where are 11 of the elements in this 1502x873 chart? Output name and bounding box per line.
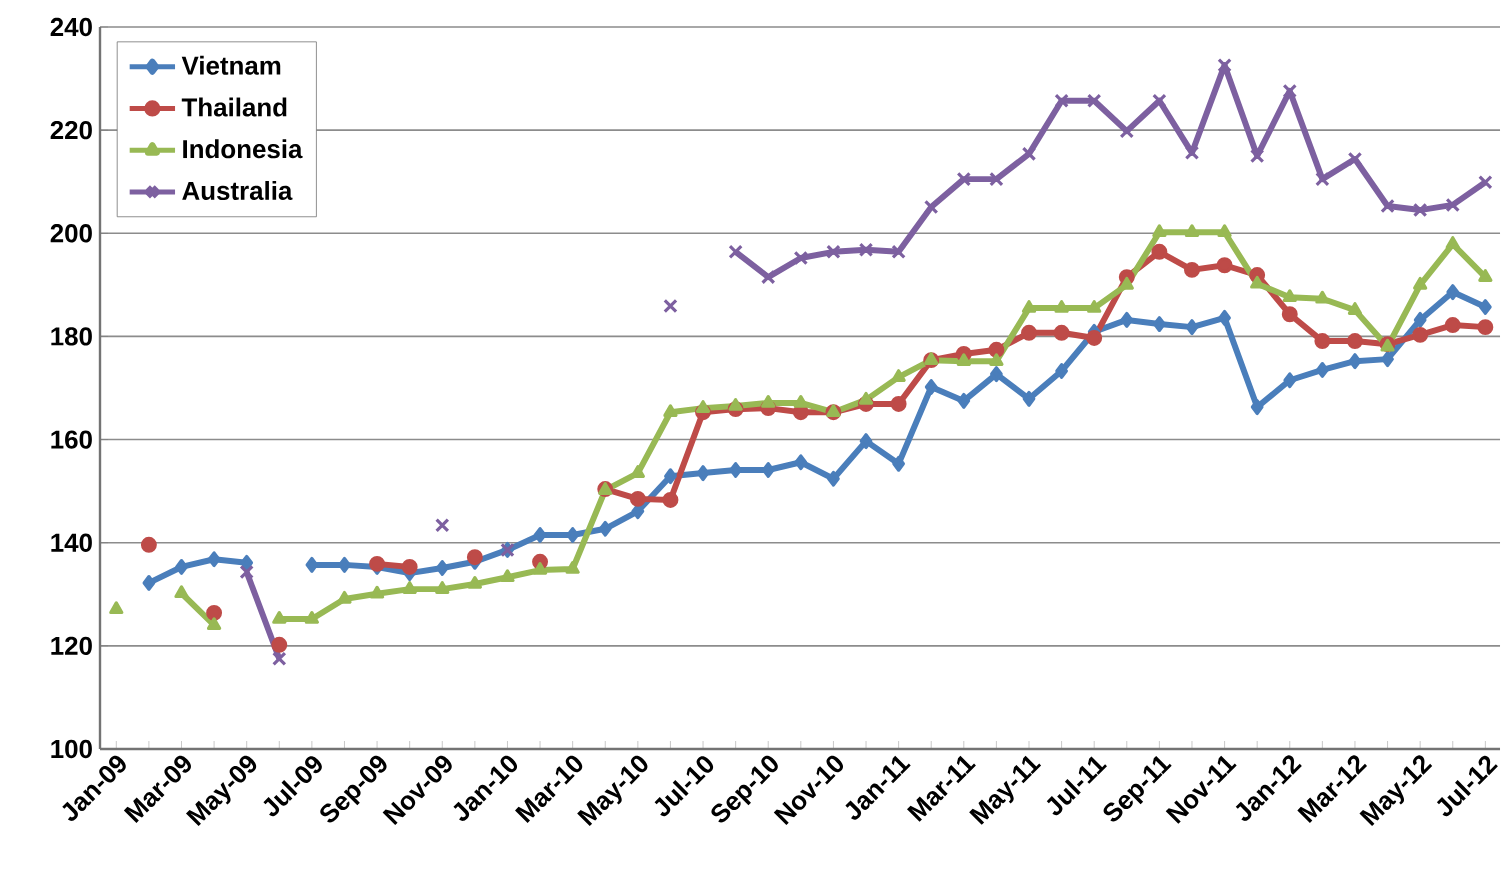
legend-label: Australia	[182, 181, 293, 201]
y-tick-label: 120	[51, 636, 92, 656]
y-tick-label: 140	[51, 533, 92, 552]
y-tick-label: 240	[50, 17, 92, 37]
y-tick-label: 180	[51, 327, 92, 346]
legend-label: Indonesia	[183, 139, 303, 159]
legend-label: Vietnam	[181, 55, 281, 75]
legend-label: Thailand	[181, 97, 287, 117]
y-tick-label: 160	[51, 430, 92, 449]
y-tick-label: 220	[50, 120, 92, 140]
y-tick-label: 200	[50, 224, 92, 243]
